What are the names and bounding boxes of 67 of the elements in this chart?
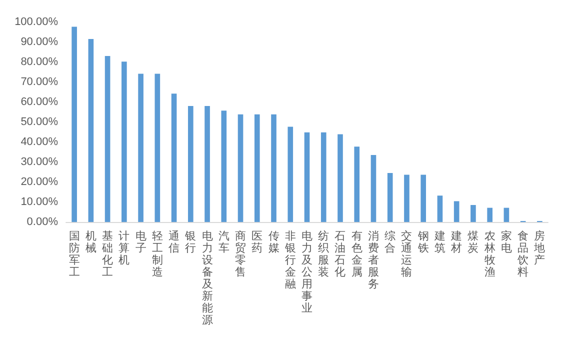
y-tick-label: 90.00% xyxy=(20,36,58,48)
x-tick-label: 建材 xyxy=(450,230,462,254)
bar xyxy=(238,114,244,222)
bar xyxy=(454,201,460,222)
bar xyxy=(171,94,177,222)
x-tick-label: 商贸零售 xyxy=(235,230,246,278)
x-tick-label: 消费者服务 xyxy=(368,230,379,290)
x-tick-label: 电力设备及新能源 xyxy=(202,230,213,326)
bar xyxy=(254,114,260,222)
bar xyxy=(88,39,94,222)
bar xyxy=(304,132,310,222)
y-tick-label: 100.00% xyxy=(14,16,58,28)
x-tick-label: 综合 xyxy=(384,230,396,254)
x-tick-label: 农林牧渔 xyxy=(483,230,496,278)
bar xyxy=(437,196,443,222)
x-tick-label: 机械 xyxy=(85,230,96,254)
bar xyxy=(72,26,77,222)
bar xyxy=(387,173,393,222)
bar xyxy=(122,62,127,222)
x-tick-label: 电子 xyxy=(135,230,146,254)
bar xyxy=(138,74,144,222)
y-tick-label: 60.00% xyxy=(20,96,58,108)
x-tick-label: 计算机 xyxy=(118,230,130,266)
y-tick-label: 50.00% xyxy=(20,116,58,128)
x-tick-label: 食品饮料 xyxy=(516,230,529,278)
x-tick-label: 银行 xyxy=(184,230,196,254)
bar xyxy=(221,110,227,222)
x-tick-label: 非银行金融 xyxy=(284,230,296,290)
bar xyxy=(104,56,110,222)
x-tick-label: 家电 xyxy=(500,230,512,254)
x-tick-label: 有色金属 xyxy=(351,230,362,278)
x-tick-label: 通信 xyxy=(168,230,180,254)
x-tick-label: 轻工制造 xyxy=(152,230,163,278)
y-tick-label: 70.00% xyxy=(20,76,58,88)
bar xyxy=(271,114,276,222)
y-tick-label: 0.00% xyxy=(26,216,58,228)
x-tick-label: 纺织服装 xyxy=(318,230,330,278)
x-tick-label: 传媒 xyxy=(268,230,280,254)
y-tick-label: 80.00% xyxy=(20,56,58,68)
x-tick-label: 交通运输 xyxy=(401,230,412,278)
x-tick-label: 建筑 xyxy=(433,230,446,254)
x-tick-label: 房地产 xyxy=(533,230,546,266)
y-tick-label: 30.00% xyxy=(20,156,58,168)
bar xyxy=(154,74,160,222)
x-tick-label: 医药 xyxy=(252,230,263,254)
bar xyxy=(370,155,376,222)
x-tick-label: 煤炭 xyxy=(468,230,479,254)
bar xyxy=(504,208,510,222)
bar xyxy=(404,174,410,222)
x-tick-label: 国防军工 xyxy=(68,230,80,278)
bar xyxy=(338,134,343,222)
x-tick-label: 汽车 xyxy=(218,230,230,254)
y-tick-label: 40.00% xyxy=(20,136,58,148)
y-tick-label: 20.00% xyxy=(20,176,58,188)
bar xyxy=(188,106,194,222)
x-tick-label: 基础化工 xyxy=(101,230,114,278)
x-tick-label: 钢铁 xyxy=(416,230,429,254)
bar xyxy=(204,106,210,222)
x-tick-label: 电力及公用事业 xyxy=(302,230,312,314)
bar xyxy=(470,205,476,222)
bar xyxy=(354,146,360,222)
bar xyxy=(320,132,326,222)
bar xyxy=(487,208,492,222)
x-tick-label: 石油石化 xyxy=(334,230,346,278)
bar xyxy=(420,174,426,222)
y-tick-label: 10.00% xyxy=(20,196,58,208)
bar xyxy=(288,126,294,222)
